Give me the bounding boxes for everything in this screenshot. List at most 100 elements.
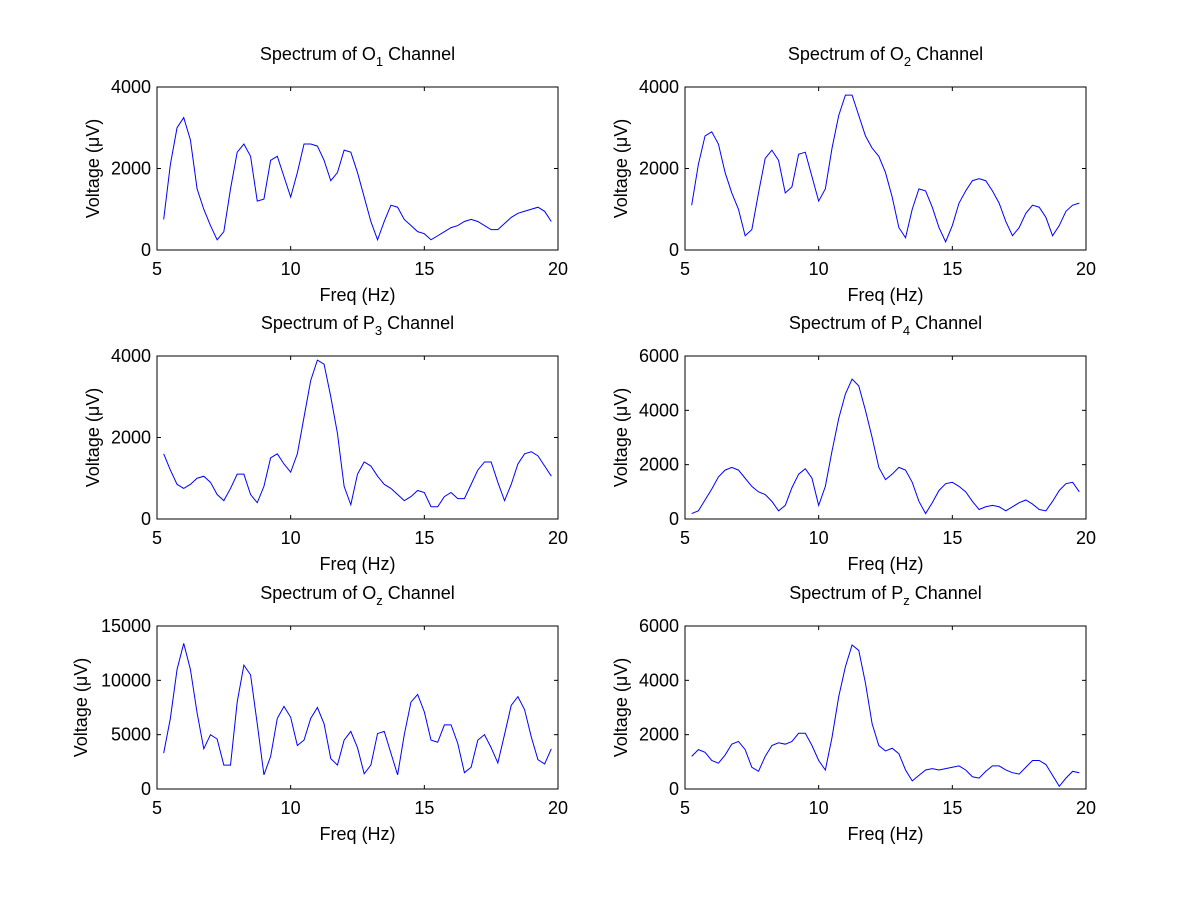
x-tick-label: 5 bbox=[152, 798, 162, 818]
title-subscript: z bbox=[376, 593, 383, 608]
y-axis-label: Voltage (μV) bbox=[611, 388, 631, 487]
x-tick-label: 20 bbox=[1076, 528, 1096, 548]
y-tick-label: 0 bbox=[669, 509, 679, 529]
x-tick-label: 10 bbox=[281, 528, 301, 548]
subplot-title: Spectrum of Oz Channel bbox=[260, 583, 455, 608]
spectrum-line bbox=[163, 643, 552, 776]
spectrum-line bbox=[163, 116, 552, 242]
y-tick-label: 10000 bbox=[101, 670, 151, 690]
spectrum-line bbox=[691, 94, 1080, 244]
y-tick-label: 4000 bbox=[639, 77, 679, 97]
title-subscript: z bbox=[903, 593, 910, 608]
axes-box bbox=[684, 625, 1087, 790]
title-text: Spectrum of bbox=[261, 313, 359, 333]
title-channel: O bbox=[362, 44, 376, 64]
x-tick-label: 20 bbox=[548, 798, 568, 818]
x-tick-label: 5 bbox=[152, 528, 162, 548]
title-subscript: 2 bbox=[904, 54, 911, 69]
y-axis-label: Voltage (μV) bbox=[611, 119, 631, 218]
y-tick-label: 4000 bbox=[111, 346, 151, 366]
title-text: Spectrum of bbox=[788, 44, 886, 64]
subplot-title: Spectrum of P3 Channel bbox=[261, 313, 454, 338]
title-suffix: Channel bbox=[387, 313, 454, 333]
x-axis-label: Freq (Hz) bbox=[848, 824, 924, 844]
subplot: 5 10 15 20 0 2000 4000 Freq (Hz) Voltage (μV) Spe… bbox=[83, 44, 568, 305]
y-tick-label: 15000 bbox=[101, 616, 151, 636]
subplot: 5 10 15 20 0 2000 4000 Freq (Hz) Voltage (μV) Spe… bbox=[611, 44, 1096, 305]
title-subscript: 1 bbox=[376, 54, 383, 69]
subplot: 5 10 15 20 0 2000 4000 Freq (Hz) Voltage (μV) Spe… bbox=[83, 313, 568, 574]
y-tick-label: 2000 bbox=[111, 159, 151, 179]
spectrum-line bbox=[163, 359, 552, 508]
subplot: 5 10 15 20 0 2000 4000 6000 Freq (Hz) Voltage (μV… bbox=[611, 583, 1096, 844]
y-tick-label: 0 bbox=[141, 509, 151, 529]
x-tick-label: 15 bbox=[414, 259, 434, 279]
title-subscript: 4 bbox=[903, 323, 910, 338]
axes-box bbox=[156, 625, 559, 790]
y-tick-label: 6000 bbox=[639, 346, 679, 366]
y-tick-label: 5000 bbox=[111, 725, 151, 745]
x-tick-label: 15 bbox=[942, 798, 962, 818]
title-channel: P bbox=[891, 313, 903, 333]
title-channel: P bbox=[363, 313, 375, 333]
title-text: Spectrum of bbox=[789, 313, 887, 333]
title-text: Spectrum of bbox=[260, 583, 358, 603]
y-axis-label: Voltage (μV) bbox=[71, 658, 91, 757]
y-tick-label: 2000 bbox=[111, 428, 151, 448]
title-subscript: 3 bbox=[375, 323, 382, 338]
title-channel: P bbox=[891, 583, 903, 603]
title-suffix: Channel bbox=[388, 583, 455, 603]
title-suffix: Channel bbox=[388, 44, 455, 64]
subplot: 5 10 15 20 0 2000 4000 6000 Freq (Hz) Voltage (μV… bbox=[611, 313, 1096, 574]
x-tick-label: 20 bbox=[1076, 259, 1096, 279]
x-tick-label: 20 bbox=[548, 528, 568, 548]
x-tick-label: 5 bbox=[680, 259, 690, 279]
x-tick-label: 10 bbox=[281, 798, 301, 818]
title-text: Spectrum of bbox=[789, 583, 887, 603]
y-tick-label: 0 bbox=[669, 779, 679, 799]
x-tick-label: 20 bbox=[1076, 798, 1096, 818]
subplot-title: Spectrum of O2 Channel bbox=[788, 44, 983, 69]
title-suffix: Channel bbox=[916, 44, 983, 64]
x-tick-label: 15 bbox=[414, 528, 434, 548]
title-suffix: Channel bbox=[915, 583, 982, 603]
y-axis-label: Voltage (μV) bbox=[83, 388, 103, 487]
y-axis-label: Voltage (μV) bbox=[611, 658, 631, 757]
subplot: 5 10 15 20 0 5000 10000 15000 Freq (Hz) Voltage (… bbox=[71, 583, 568, 844]
y-axis-label: Voltage (μV) bbox=[83, 119, 103, 218]
y-tick-label: 4000 bbox=[111, 77, 151, 97]
title-suffix: Channel bbox=[915, 313, 982, 333]
x-axis-label: Freq (Hz) bbox=[320, 285, 396, 305]
subplot-title: Spectrum of Pz Channel bbox=[789, 583, 982, 608]
x-tick-label: 20 bbox=[548, 259, 568, 279]
x-tick-label: 5 bbox=[680, 798, 690, 818]
y-tick-label: 4000 bbox=[639, 400, 679, 420]
x-tick-label: 15 bbox=[414, 798, 434, 818]
title-channel: O bbox=[362, 583, 376, 603]
y-tick-label: 6000 bbox=[639, 616, 679, 636]
title-text: Spectrum of bbox=[260, 44, 358, 64]
y-tick-label: 2000 bbox=[639, 455, 679, 475]
y-tick-label: 4000 bbox=[639, 670, 679, 690]
x-tick-label: 15 bbox=[942, 528, 962, 548]
subplot-title: Spectrum of O1 Channel bbox=[260, 44, 455, 69]
spectrum-line bbox=[691, 378, 1080, 515]
y-tick-label: 2000 bbox=[639, 159, 679, 179]
spectrum-line bbox=[691, 644, 1080, 788]
x-tick-label: 10 bbox=[809, 259, 829, 279]
x-tick-label: 15 bbox=[942, 259, 962, 279]
x-axis-label: Freq (Hz) bbox=[320, 824, 396, 844]
subplot-title: Spectrum of P4 Channel bbox=[789, 313, 982, 338]
axes-box bbox=[156, 86, 559, 251]
y-tick-label: 0 bbox=[669, 240, 679, 260]
x-tick-label: 10 bbox=[809, 528, 829, 548]
axes-box bbox=[684, 355, 1087, 520]
axes-box bbox=[684, 86, 1087, 251]
x-tick-label: 5 bbox=[152, 259, 162, 279]
x-axis-label: Freq (Hz) bbox=[848, 285, 924, 305]
y-tick-label: 0 bbox=[141, 779, 151, 799]
title-channel: O bbox=[890, 44, 904, 64]
x-axis-label: Freq (Hz) bbox=[848, 554, 924, 574]
x-tick-label: 10 bbox=[809, 798, 829, 818]
